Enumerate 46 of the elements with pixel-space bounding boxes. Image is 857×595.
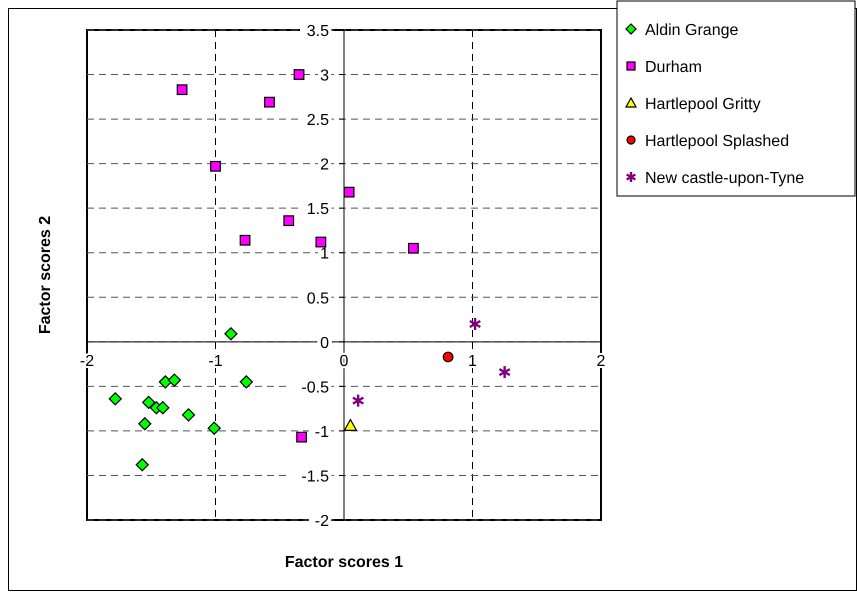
point	[442, 352, 454, 362]
y-tick-label: -1.5	[301, 468, 330, 486]
point	[294, 69, 304, 80]
point	[283, 215, 294, 226]
y-tick-label: -0.5	[301, 379, 330, 396]
y-tick-label: -2	[314, 513, 330, 530]
y-tick-label: 3.5	[306, 23, 330, 40]
point	[408, 242, 419, 254]
point	[352, 393, 365, 408]
point	[240, 234, 250, 246]
point	[468, 316, 482, 332]
point	[208, 422, 221, 435]
point	[158, 375, 172, 389]
y-tick-label: 3	[320, 68, 330, 85]
point	[240, 375, 253, 389]
point	[296, 432, 307, 443]
y-axis-title: Factor scores 2	[37, 216, 54, 334]
point	[224, 327, 238, 340]
legend-label: New castle-upon-Tyne	[645, 170, 804, 187]
x-tick-label: -1	[208, 352, 223, 370]
point	[498, 364, 512, 380]
point	[136, 458, 149, 472]
point	[315, 236, 326, 248]
point	[108, 392, 122, 406]
x-axis-title: Factor scores 1	[284, 554, 404, 571]
y-tick-label: -1	[314, 424, 330, 441]
point	[344, 418, 358, 431]
legend-label: Durham	[645, 59, 702, 76]
y-tick-label: 1.5	[306, 201, 330, 218]
point	[182, 408, 196, 422]
point	[344, 186, 355, 198]
y-tick-label: 2.5	[306, 112, 330, 130]
legend-label: Hartlepool Gritty	[645, 96, 761, 113]
point	[168, 374, 181, 387]
point	[264, 96, 275, 108]
point	[210, 160, 221, 172]
y-tick-label: 2	[320, 156, 330, 174]
y-tick-label: 0.5	[306, 290, 330, 308]
legend-label: Hartlepool Splashed	[645, 133, 790, 150]
point	[156, 401, 170, 414]
point	[176, 84, 188, 96]
point	[142, 396, 156, 409]
y-tick-label: 0	[320, 334, 330, 352]
legend-label: Aldin Grange	[645, 22, 738, 39]
point	[138, 417, 152, 430]
y-tick-label: 1	[320, 246, 330, 263]
